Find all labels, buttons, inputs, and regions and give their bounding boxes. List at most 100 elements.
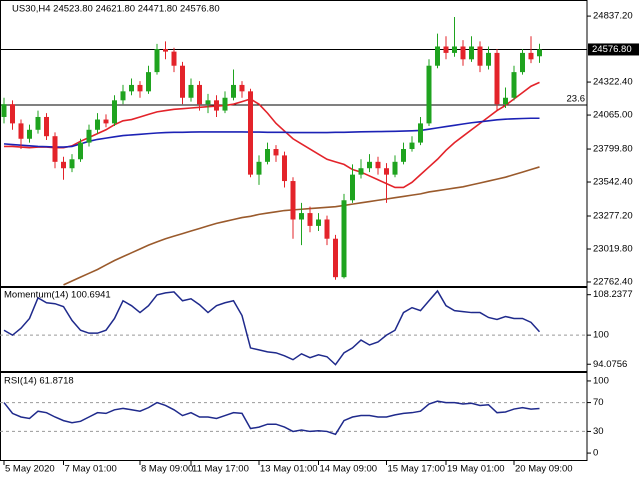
candle-body [324, 219, 330, 239]
x-tick-label: 7 May 01:00 [65, 464, 117, 475]
candle-body [18, 123, 24, 139]
y-tick-label: 100 [593, 375, 609, 386]
y-tick-label: 24837.20 [593, 11, 633, 22]
panel-title: US30,H4 24523.80 24621.80 24471.80 24576… [12, 4, 220, 15]
candle-body [392, 161, 398, 175]
candle-body [452, 46, 457, 53]
candle-body [95, 119, 100, 130]
candle-body [44, 116, 49, 137]
candle-body [214, 100, 219, 111]
candle-body [520, 52, 525, 73]
y-tick-label: 94.0756 [593, 359, 627, 370]
candle-body [69, 159, 75, 169]
candle-body [409, 142, 415, 150]
panel-plot [0, 289, 587, 366]
candle-body [1, 104, 7, 117]
candle-body [401, 149, 406, 162]
x-tick-label: 13 May 01:00 [260, 464, 318, 475]
candle-body [307, 213, 313, 226]
candle-body [367, 161, 372, 169]
candle-body [290, 181, 296, 220]
panel-plot [0, 17, 587, 286]
candle-body [256, 161, 262, 175]
candle-body [10, 104, 15, 124]
candle-body [358, 168, 364, 175]
fib-label: 23.6 [567, 94, 586, 105]
y-tick-label: 22762.40 [593, 276, 633, 287]
candle-body [239, 84, 245, 92]
candle-body [503, 97, 508, 105]
candle-body [120, 91, 126, 101]
panel-frame [0, 372, 588, 461]
panel-frame [0, 287, 588, 372]
candle-body [137, 84, 143, 92]
candle-body [477, 46, 483, 66]
y-tick-label: 23019.80 [593, 244, 633, 255]
candle-body [78, 142, 83, 160]
candle-body [61, 161, 66, 169]
candle-body [341, 200, 347, 278]
candle-body [154, 49, 160, 73]
candle-body [511, 72, 517, 98]
candle-body [248, 91, 253, 175]
candle-body [435, 46, 440, 66]
panel-title: Momentum(14) 100.6941 [4, 290, 111, 301]
candle-body [197, 84, 202, 105]
y-tick-label: 23799.80 [593, 144, 633, 155]
moving-average [4, 81, 540, 189]
panel-title: RSI(14) 61.8718 [4, 376, 74, 387]
candle-body [418, 123, 423, 143]
price-tag-label: 24576.80 [592, 44, 632, 55]
candle-body [273, 149, 279, 156]
x-tick-label: 5 May 2020 [5, 464, 55, 475]
candle-body [86, 129, 92, 143]
candle-body [375, 161, 381, 169]
x-tick-label: 20 May 09:00 [515, 464, 573, 475]
candle-body [222, 97, 228, 111]
candle-body [231, 84, 236, 98]
candle-body [103, 119, 109, 124]
candle-body [426, 65, 432, 124]
candle-body [299, 213, 304, 220]
candle-body [35, 116, 41, 130]
price-tag [588, 43, 639, 56]
candle-body [333, 238, 338, 278]
moving-average [3, 117, 540, 148]
candle-body [494, 52, 500, 105]
x-tick-label: 14 May 09:00 [320, 464, 378, 475]
panel-frame [0, 0, 588, 287]
y-tick-label: 24065.00 [593, 110, 633, 121]
y-tick-label: 0 [593, 448, 598, 459]
y-tick-label: 24322.40 [593, 77, 633, 88]
panel-plot [0, 400, 587, 436]
candle-body [460, 46, 466, 60]
y-tick-label: 108.2377 [593, 289, 633, 300]
candle-body [171, 51, 177, 66]
candle-body [443, 46, 449, 53]
candle-body [350, 174, 355, 201]
x-tick-label: 8 May 09:00 [141, 464, 193, 475]
candle-body [486, 52, 491, 66]
candle-body [537, 49, 542, 57]
candle-body [469, 46, 474, 60]
candle-body [180, 65, 185, 98]
y-tick-label: 23542.40 [593, 177, 633, 188]
x-tick-label: 19 May 01:00 [447, 464, 505, 475]
candle-body [52, 136, 58, 162]
candle-body [129, 84, 134, 92]
candle-body [384, 168, 389, 175]
candle-body [188, 84, 194, 98]
candle-body [316, 219, 321, 226]
y-tick-label: 70 [593, 397, 604, 408]
x-tick-label: 11 May 17:00 [192, 464, 249, 475]
candle-body [265, 149, 270, 162]
candle-body [112, 100, 117, 124]
x-tick-label: 15 May 17:00 [388, 464, 446, 475]
candle-body [27, 129, 32, 139]
candle-body [282, 155, 287, 182]
candle-body [163, 49, 168, 52]
indicator-line [3, 289, 541, 366]
candle-body [146, 72, 151, 92]
indicator-line [3, 400, 540, 436]
